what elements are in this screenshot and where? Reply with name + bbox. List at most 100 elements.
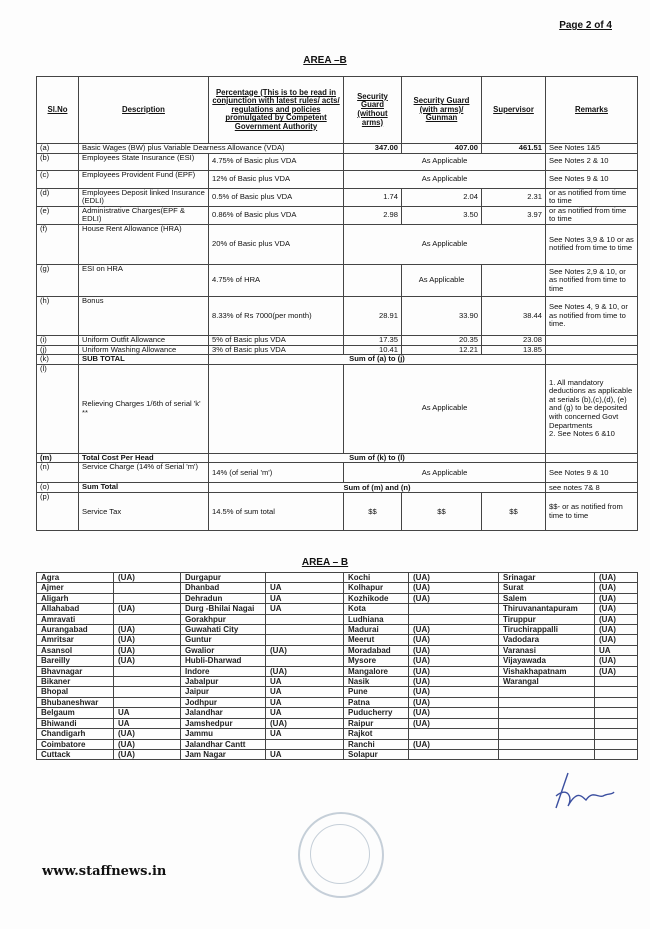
city-row: Bhubaneshwar Jodhpur UA Patna (UA) (36, 696, 638, 709)
city-name: Jaipur (180, 686, 266, 698)
city-row: Aurangabad (UA) Guwahati City Madurai (UA) Ti… (36, 624, 638, 636)
city-row: Bikaner Jabalpur UA Nasik (UA) Warangal (36, 676, 638, 688)
percentage: 0.86% of Basic plus VDA (208, 205, 344, 225)
percentage: 0.5% of Basic plus VDA (208, 187, 344, 207)
city-name: Meerut (343, 634, 409, 646)
ua-status: (UA) (408, 624, 499, 636)
description: Bonus (78, 295, 209, 336)
table-row: (b) Employees State Insurance (ESI) 4.75% … (36, 152, 638, 171)
ua-status (113, 613, 181, 626)
city-name: Coimbatore (36, 738, 114, 750)
city-name: Tiruchirappalli (498, 624, 595, 636)
ua-status: UA (265, 686, 344, 698)
ua-status (594, 707, 638, 719)
ua-status (408, 728, 499, 740)
serial-number: (h) (36, 295, 79, 336)
city-name: Jalandhar Cantt (180, 738, 266, 750)
ua-status (113, 665, 181, 678)
rate-value (343, 263, 402, 297)
ua-status (265, 613, 344, 626)
serial-number: (d) (36, 187, 79, 207)
city-name: Thiruvanantapuram (498, 603, 595, 615)
watermark: www.staffnews.in (42, 864, 167, 879)
serial-number: (n) (36, 462, 79, 484)
city-row: Belgaum UA Jalandhar UA Puducherry (UA) (36, 707, 638, 719)
city-name: Pune (343, 686, 409, 698)
rate-value: 461.51 (481, 143, 546, 154)
description: Uniform Outfit Allowance (78, 334, 209, 346)
city-row: Cuttack (UA) Jam Nagar UA Solapur (36, 748, 638, 761)
ua-status (265, 571, 344, 584)
remarks: See Notes 2 & 10 (545, 152, 638, 171)
city-name: Bikaner (36, 676, 114, 688)
ua-status: (UA) (408, 676, 499, 688)
ua-status: (UA) (113, 644, 181, 657)
rate-value: 38.44 (481, 295, 546, 336)
city-name: Chandigarh (36, 728, 114, 740)
ua-status (594, 738, 638, 750)
remarks: See Notes 9 & 10 (545, 462, 638, 484)
city-row: Chandigarh (UA) Jammu UA Rajkot (36, 728, 638, 740)
description: Sum Total (78, 482, 209, 494)
city-name (498, 707, 595, 719)
city-name: Allahabad (36, 603, 114, 615)
description: Uniform Washing Allowance (78, 344, 209, 356)
header-security-guard: Security Guard (without arms) (343, 76, 402, 144)
remarks (545, 334, 638, 346)
rate-value: 28.91 (343, 295, 402, 336)
city-name: Bhopal (36, 686, 114, 698)
city-row: Asansol (UA) Gwalior (UA) Moradabad (UA) Varan… (36, 644, 638, 657)
city-name: Kota (343, 603, 409, 615)
remarks: See Notes 3,9 & 10 or as notified from t… (545, 223, 638, 265)
ua-status (594, 696, 638, 709)
city-name: Guwahati City (180, 624, 266, 636)
remarks (545, 344, 638, 356)
ua-status: UA (265, 748, 344, 761)
merged-value: As Applicable (343, 152, 546, 171)
city-name: Gwalior (180, 644, 266, 657)
city-name: Solapur (343, 748, 409, 761)
description: Administrative Charges(EPF & EDLI) (78, 205, 209, 225)
description: SUB TOTAL (78, 354, 209, 365)
city-name: Durg -Bhilai Nagai (180, 603, 266, 615)
city-row: Amritsar (UA) Guntur Meerut (UA) Vadodara (UA) (36, 634, 638, 646)
signature (555, 772, 615, 809)
ua-status: (UA) (113, 571, 181, 584)
ua-status (113, 592, 181, 605)
city-name: Jammu (180, 728, 266, 740)
ua-status: (UA) (594, 624, 638, 636)
city-name: Kolhapur (343, 582, 409, 594)
description: Employees Provident Fund (EPF) (78, 169, 209, 189)
description: Employees Deposit linked Insurance (EDLI… (78, 187, 209, 207)
ua-status: (UA) (594, 655, 638, 667)
rate-value: 10.41 (343, 344, 402, 356)
table-row: (k) SUB TOTAL Sum of (a) to (j) (36, 354, 638, 365)
table-row: (d) Employees Deposit linked Insurance (E… (36, 187, 638, 207)
remarks (545, 354, 638, 365)
city-name: Cuttack (36, 748, 114, 761)
remarks: $$- or as notified from time to time (545, 492, 638, 532)
city-name: Rajkot (343, 728, 409, 740)
description: Basic Wages (BW) plus Variable Dearness … (78, 143, 344, 154)
table-row: (l) Relieving Charges 1/6th of serial 'k'… (36, 363, 638, 454)
serial-number: (j) (36, 344, 79, 356)
city-name: Raipur (343, 717, 409, 730)
area-title: AREA –B (303, 55, 347, 66)
header-description: Description (78, 76, 209, 144)
city-name: Ludhiana (343, 613, 409, 626)
ua-status: (UA) (594, 603, 638, 615)
city-name: Bhubaneshwar (36, 696, 114, 709)
ua-status: (UA) (408, 634, 499, 646)
city-row: Amravati Gorakhpur Ludhiana Tiruppur (UA) (36, 613, 638, 626)
cities-table: Agra (UA) Durgapur Kochi (UA) Srinagar (UA) Ajm… (36, 571, 638, 761)
rate-value: 3.97 (481, 205, 546, 225)
city-row: Allahabad (UA) Durg -Bhilai Nagai UA Kota Thi… (36, 603, 638, 615)
percentage: 3% of Basic plus VDA (208, 344, 344, 356)
sum-formula: Sum of (a) to (j) (208, 354, 546, 365)
ua-status: UA (265, 728, 344, 740)
city-name: Patna (343, 696, 409, 709)
ua-status: UA (265, 582, 344, 594)
city-name: Madurai (343, 624, 409, 636)
ua-status: (UA) (265, 665, 344, 678)
header-security-guard-armed: Security Guard (with arms)/ Gunman (401, 76, 482, 144)
